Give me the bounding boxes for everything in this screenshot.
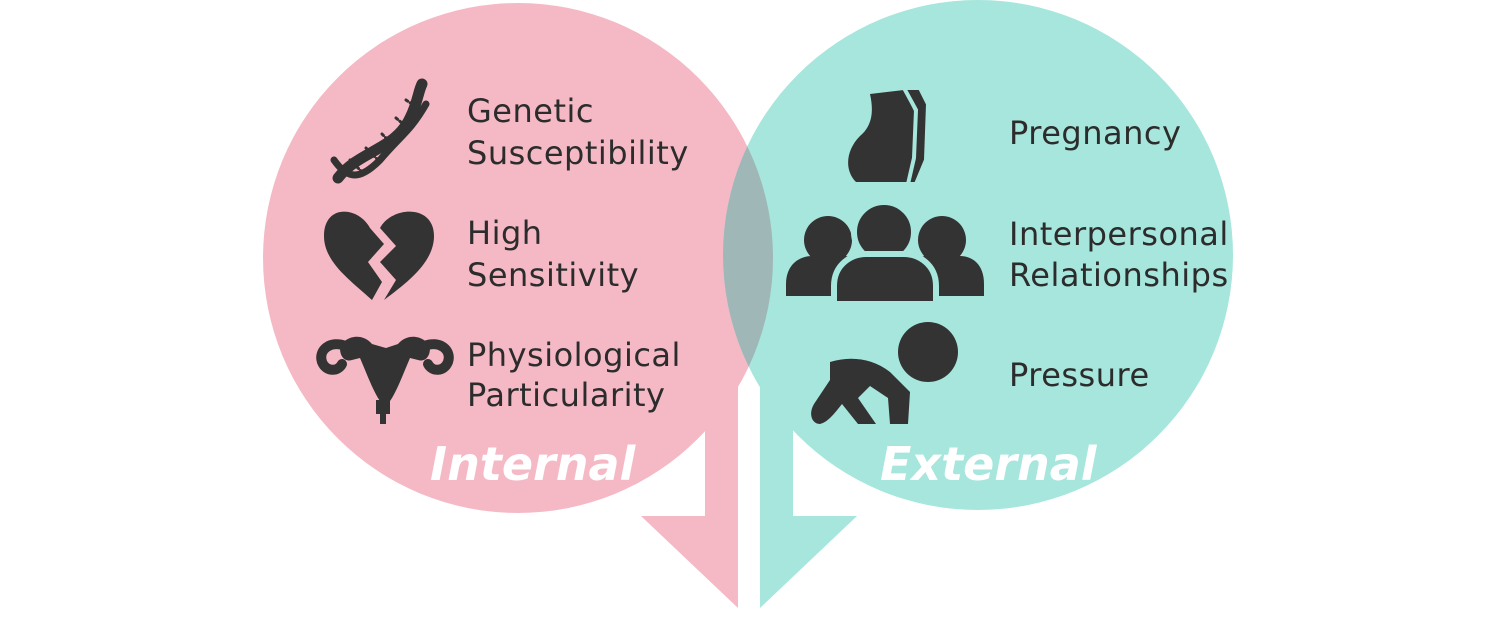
factor-label-genetic-line2: Susceptibility xyxy=(467,134,689,172)
external-pointer xyxy=(760,380,857,608)
uterus-icon xyxy=(316,336,454,424)
factor-label-physiological-line1: Physiological xyxy=(467,336,681,374)
factor-label-pressure: Pressure xyxy=(1009,356,1150,394)
factor-label-sensitivity-line1: High xyxy=(467,214,543,252)
external-bubble xyxy=(723,0,1233,608)
factor-label-pregnancy: Pregnancy xyxy=(1009,114,1181,152)
group-people-icon xyxy=(786,199,984,307)
internal-pointer xyxy=(641,380,738,608)
factor-label-interpersonal-line1: Interpersonal xyxy=(1009,215,1229,253)
external-circle xyxy=(723,0,1233,510)
factor-label-sensitivity-line2: Sensitivity xyxy=(467,256,639,294)
factor-label-physiological-line2: Particularity xyxy=(467,376,665,414)
crouching-person-icon xyxy=(811,322,958,424)
dna-icon xyxy=(330,78,430,184)
factor-label-genetic-line1: Genetic xyxy=(467,92,594,130)
factor-label-interpersonal-line2: Relationships xyxy=(1009,256,1229,294)
pregnant-woman-icon xyxy=(848,86,931,186)
internal-title: Internal xyxy=(430,437,637,491)
external-title: External xyxy=(880,437,1098,491)
broken-heart-icon xyxy=(324,211,434,300)
